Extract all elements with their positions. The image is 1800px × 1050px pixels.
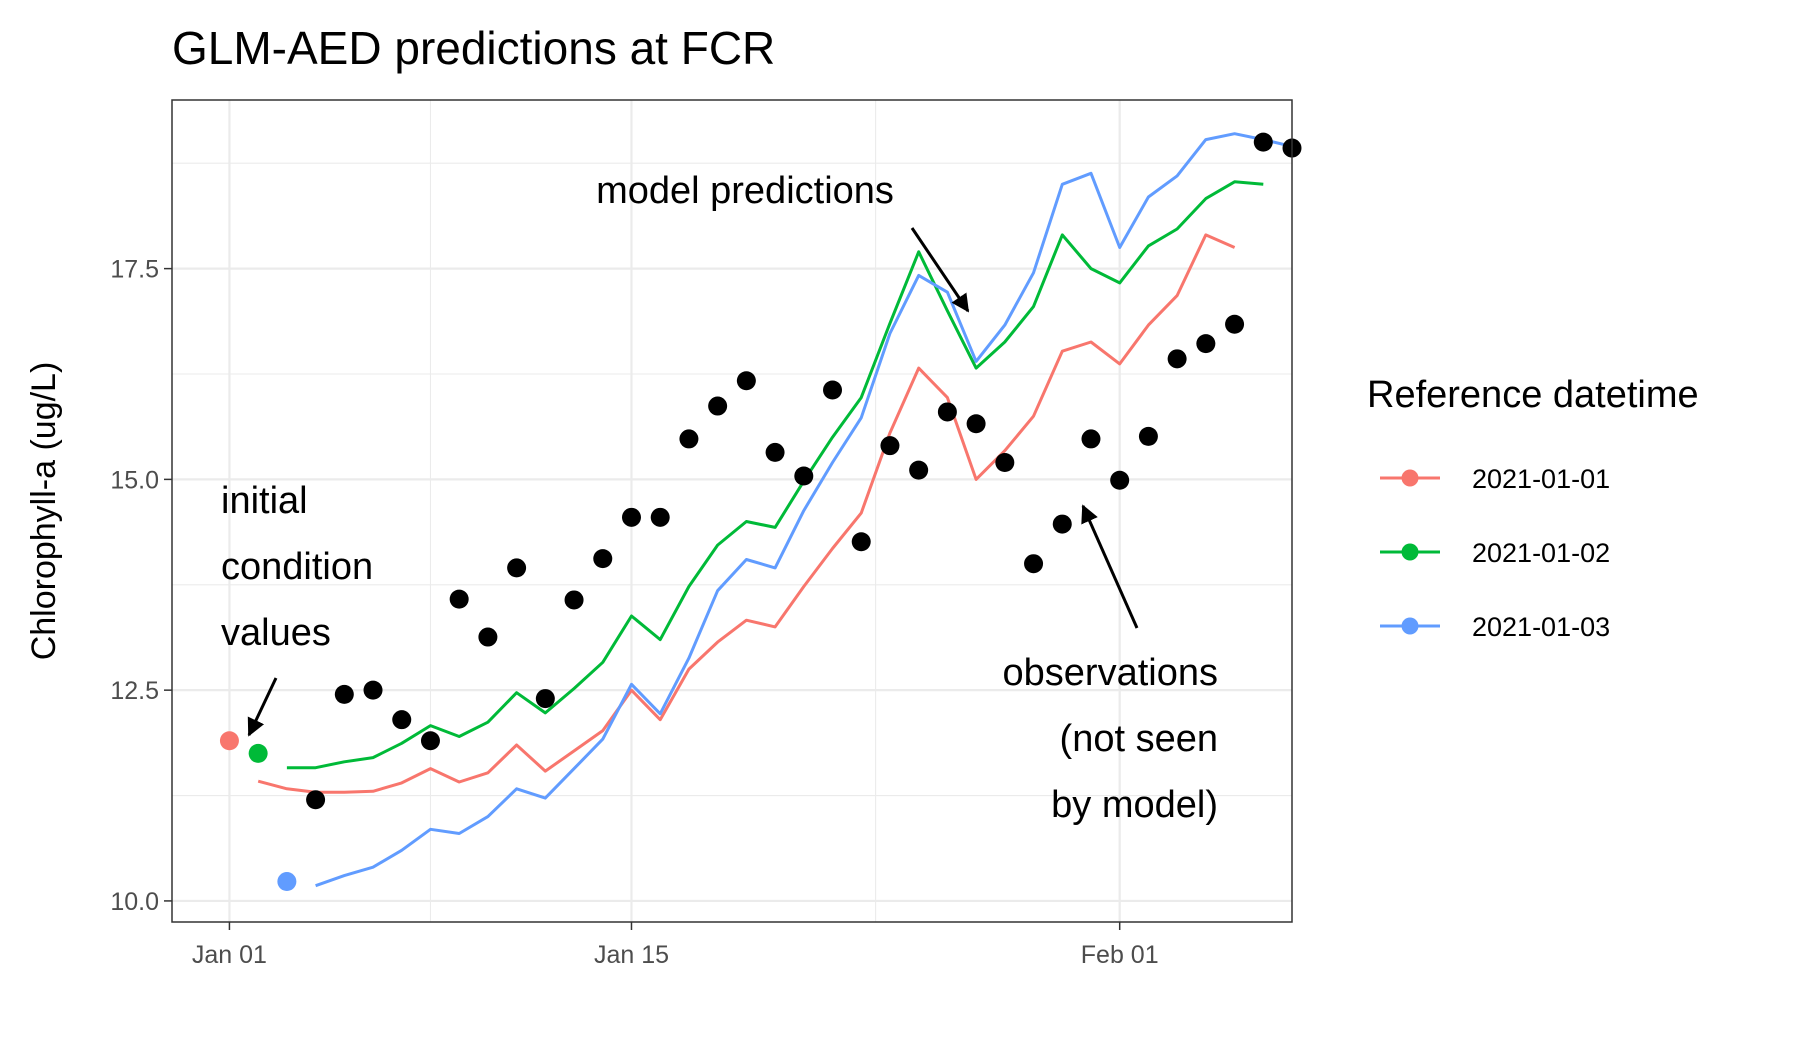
observation-point	[1167, 349, 1187, 369]
observation-point	[449, 589, 469, 609]
observation-point	[1052, 514, 1072, 534]
observation-point	[363, 680, 383, 700]
observation-point	[679, 429, 699, 449]
series-line-2021-01-02	[286, 180, 1264, 770]
observation-point	[937, 402, 957, 422]
annotation-arrow-initial	[247, 677, 278, 737]
annotation-observations-line1: observations	[1003, 652, 1218, 694]
observation-point	[392, 710, 412, 730]
observation-point	[535, 689, 555, 709]
y-tick-label: 10.0	[110, 888, 159, 916]
y-tick-label: 12.5	[110, 677, 159, 705]
annotation-observations-line2: (not seen	[1060, 718, 1218, 760]
y-tick-label: 15.0	[110, 466, 159, 494]
annotation-arrow-model-predictions	[910, 227, 970, 313]
observation-point	[1253, 132, 1273, 152]
observation-point	[621, 507, 641, 527]
observation-point	[650, 507, 670, 527]
panel-background	[172, 100, 1292, 922]
observation-point	[420, 731, 440, 751]
y-axis-title: Chlorophyll-a (ug/L)	[25, 362, 63, 661]
y-tick-label: 17.5	[110, 256, 159, 284]
observation-point	[1196, 334, 1216, 354]
series-line-2021-01-01	[257, 233, 1236, 794]
annotation-observations-line3: by model)	[1051, 784, 1218, 826]
observation-point	[593, 549, 613, 569]
x-axis: Jan 01 Jan 15 Feb 01	[192, 922, 1159, 969]
annotation-arrow-observations	[1081, 504, 1139, 629]
legend-title: Reference datetime	[1367, 374, 1699, 416]
observation-point	[794, 466, 814, 486]
legend-key-point	[1401, 543, 1419, 561]
legend: Reference datetime 2021-01-012021-01-022…	[1367, 374, 1699, 642]
observation-point	[1081, 429, 1101, 449]
observation-point	[306, 790, 326, 810]
annotation-initial-line3: values	[221, 612, 331, 654]
observation-point	[1110, 470, 1130, 490]
x-tick-label: Jan 15	[594, 941, 669, 969]
annotation-model-predictions: model predictions	[596, 170, 894, 212]
x-tick-label: Jan 01	[192, 941, 267, 969]
legend-label: 2021-01-03	[1472, 612, 1610, 642]
series-lines	[257, 132, 1293, 888]
observation-point	[736, 371, 756, 391]
observation-point	[995, 453, 1015, 473]
observation-point	[765, 442, 785, 462]
x-tick-label: Feb 01	[1081, 941, 1159, 969]
legend-label: 2021-01-01	[1472, 464, 1610, 494]
y-axis: 10.0 12.5 15.0 17.5	[110, 256, 172, 916]
observation-point	[909, 460, 929, 480]
annotation-initial-line1: initial	[221, 480, 308, 522]
observation-point	[334, 684, 354, 704]
observation-point	[564, 590, 584, 610]
observation-point	[1138, 426, 1158, 446]
observation-points	[306, 132, 1302, 810]
initial-condition-point-2021-01-01	[219, 731, 239, 751]
annotation-initial-line2: condition	[221, 546, 373, 588]
series-line-2021-01-03	[315, 132, 1293, 888]
legend-key-point	[1401, 469, 1419, 487]
observation-point	[507, 558, 527, 578]
observation-point	[880, 436, 900, 456]
initial-condition-point-2021-01-03	[277, 872, 297, 892]
chart-title: GLM-AED predictions at FCR	[172, 22, 775, 74]
legend-label: 2021-01-02	[1472, 538, 1610, 568]
initial-condition-points	[219, 731, 297, 892]
observation-point	[708, 396, 728, 416]
initial-condition-point-2021-01-02	[248, 743, 268, 763]
observation-point	[1024, 554, 1044, 574]
observation-point	[478, 627, 498, 647]
legend-key-point	[1401, 617, 1419, 635]
grid-lines	[172, 100, 1292, 922]
legend-items: 2021-01-01 2021-01-02 2021-01-03	[1380, 464, 1610, 642]
plot-panel	[171, 99, 1302, 923]
panel-border	[171, 99, 1293, 923]
observation-point	[823, 380, 843, 400]
observation-point	[1225, 314, 1245, 334]
observation-point	[966, 414, 986, 434]
observation-point	[851, 532, 871, 552]
annotations: model predictions initial condition valu…	[221, 170, 1218, 826]
